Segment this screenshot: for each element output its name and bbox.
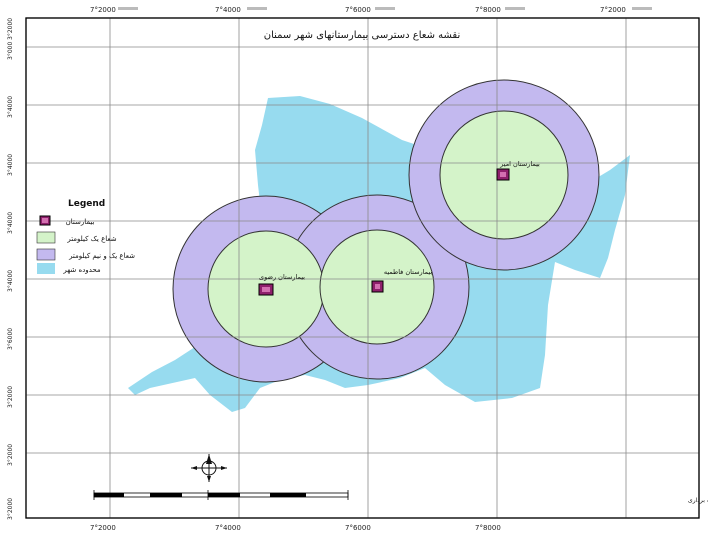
- left-axis-ticks: 3°000 3°4000 3°4000 3°4000 3°4000 3°6000…: [7, 18, 14, 520]
- left-tick-3: 3°4000: [7, 154, 14, 176]
- legend-label-city: محدوده شهر: [62, 266, 101, 274]
- top-tick-3: 7°6000: [345, 6, 371, 14]
- left-tick-7: 3°2000: [7, 386, 14, 408]
- hospital-marker-h3[interactable]: [258, 283, 274, 296]
- legend-label-hospital: بیمارستان: [66, 218, 95, 226]
- hospital-label-h2: بیمارستان فاطمیه: [384, 268, 433, 276]
- legend-item-inner: شعاع یک کیلومتر: [36, 231, 117, 244]
- top-axis-ticks: 7°2000 7°4000 7°6000 7°8000 7°2000: [90, 6, 652, 14]
- north-arrow-icon: [191, 454, 227, 482]
- left-tick-10: 3°2000: [7, 18, 14, 40]
- legend-item-outer: شعاع یک و نیم کیلومتر: [36, 248, 135, 261]
- hospital-label-h3: بیمارستان رضوی: [259, 273, 305, 281]
- map-credit: ماخذ: ترسیم نگارنده با استفاده از داده ه…: [688, 496, 708, 504]
- legend-label-inner: شعاع یک کیلومتر: [66, 235, 116, 243]
- map-title: نقشه شعاع دسترسی بیمارستانهای شهر سمنان: [264, 30, 461, 41]
- left-tick-6: 3°6000: [7, 328, 14, 350]
- top-tick-4: 7°8000: [475, 6, 501, 14]
- bottom-tick-1: 7°2000: [90, 524, 116, 532]
- map-grid: [26, 18, 699, 518]
- hospital-marker-h1[interactable]: [496, 168, 510, 181]
- top-tick-2: 7°4000: [215, 6, 241, 14]
- hospital-label-h1: بیمارستان امیر: [499, 160, 540, 168]
- legend-item-hospital: بیمارستان: [39, 215, 95, 226]
- top-tick-1: 7°2000: [90, 6, 116, 14]
- left-tick-9: 3°2000: [7, 498, 14, 520]
- legend-label-outer: شعاع یک و نیم کیلومتر: [68, 252, 135, 260]
- bottom-tick-4: 7°8000: [475, 524, 501, 532]
- left-tick-1: 3°000: [7, 42, 14, 60]
- hospital-marker-h2[interactable]: [371, 280, 384, 293]
- scale-bar: [93, 490, 349, 500]
- bottom-axis-ticks: 7°2000 7°4000 7°6000 7°8000: [90, 524, 501, 532]
- left-tick-2: 3°4000: [7, 96, 14, 118]
- bottom-tick-2: 7°4000: [215, 524, 241, 532]
- legend: Legend بیمارستان شعاع یک کیلومتر شعاع یک…: [36, 199, 135, 274]
- top-tick-5: 7°2000: [600, 6, 626, 14]
- legend-item-city: محدوده شهر: [37, 263, 101, 274]
- bottom-tick-3: 7°6000: [345, 524, 371, 532]
- left-tick-4: 3°4000: [7, 212, 14, 234]
- legend-title: Legend: [68, 199, 105, 209]
- left-tick-8: 3°2000: [7, 444, 14, 466]
- left-tick-5: 3°4000: [7, 270, 14, 292]
